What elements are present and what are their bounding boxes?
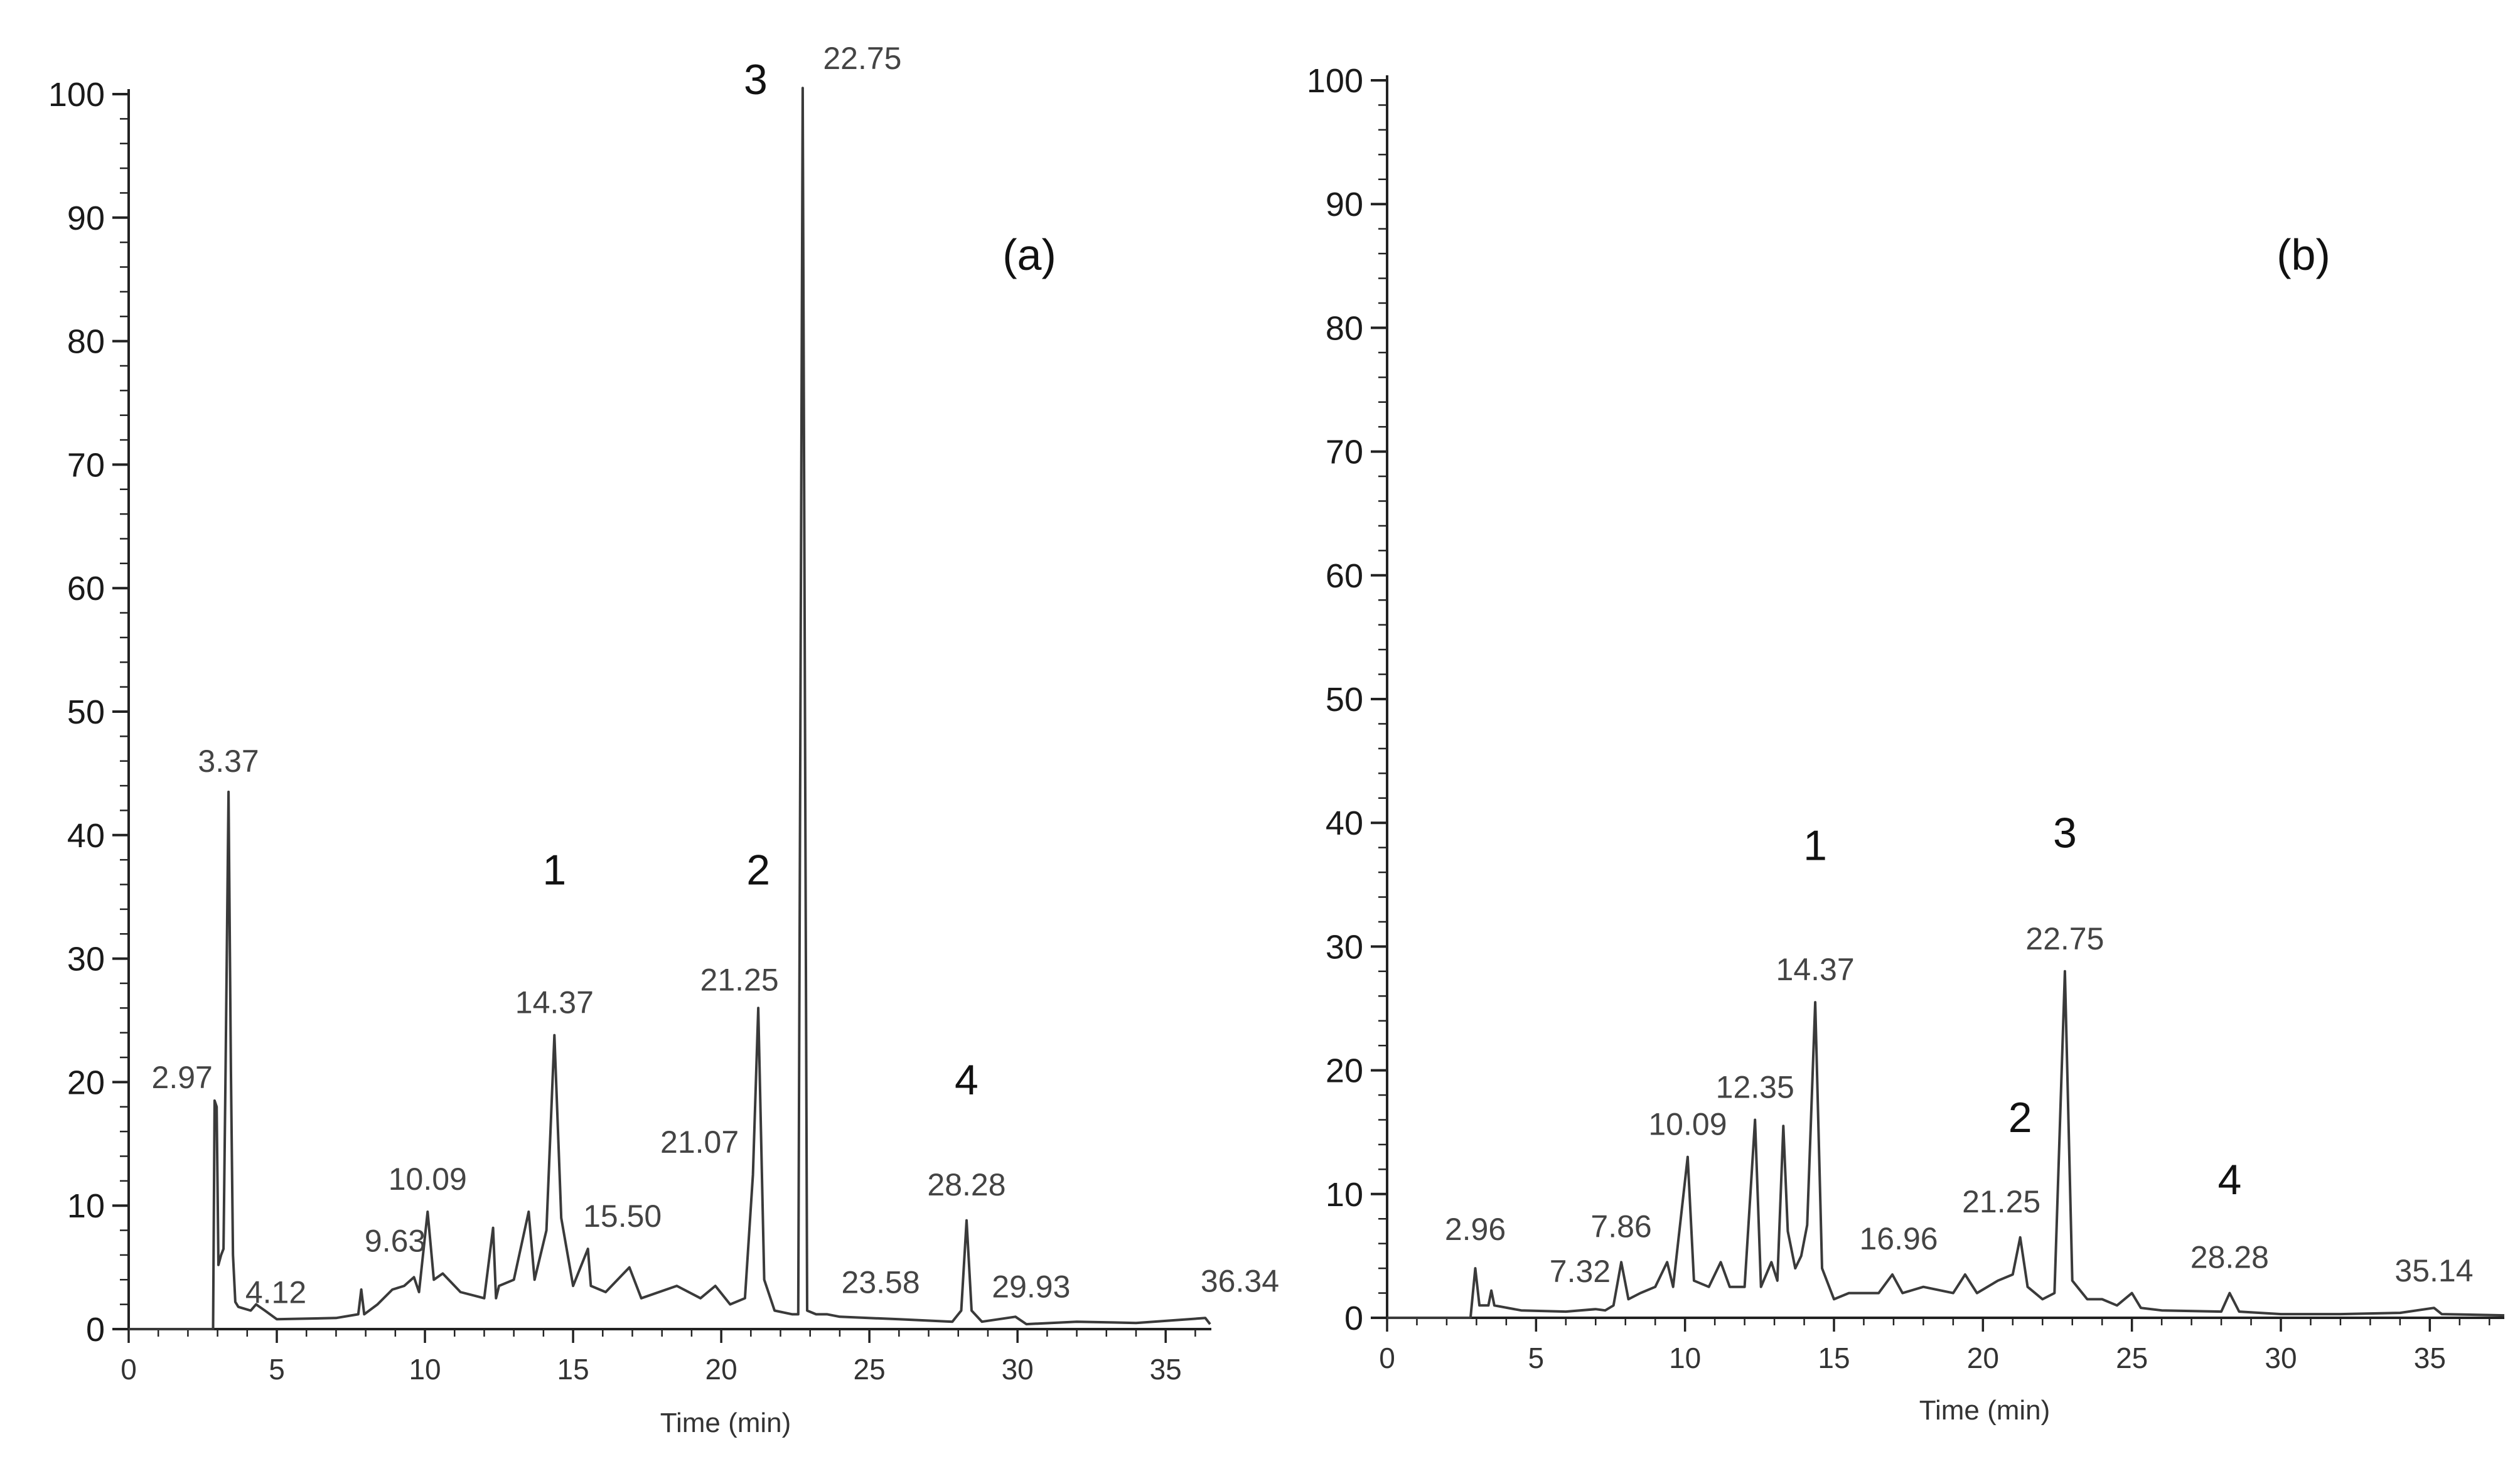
panel-b-x-tick-label: 10 — [1669, 1342, 1701, 1374]
panel-a-label: (a) — [1002, 230, 1056, 279]
panel-a-x-tick-label: 30 — [1002, 1353, 1034, 1386]
panel-b-compound-label: 3 — [2053, 810, 2077, 857]
chromatogram-panel-b: (b) Time (min) 0 10 20 30 40 50 60 70 80 90 100 0 5 1… — [1307, 62, 2505, 1426]
panel-b-peak-label: 7.32 — [1550, 1254, 1611, 1289]
panel-a-peak-label: 3.37 — [198, 744, 259, 779]
panel-b-compound-label: 2 — [2008, 1094, 2032, 1141]
panel-a-compound-label: 4 — [955, 1056, 979, 1104]
panel-a-peak-label: 21.07 — [660, 1125, 739, 1160]
panel-a-x-tick-label: 35 — [1150, 1353, 1182, 1386]
panel-b-peak-label: 28.28 — [2190, 1240, 2269, 1275]
panel-b-label: (b) — [2276, 230, 2330, 279]
panel-a-peak-label: 9.63 — [365, 1223, 426, 1258]
panel-a-y-tick-label: 40 — [67, 817, 105, 855]
panel-b-x-tick-label: 30 — [2265, 1342, 2297, 1374]
panel-a-y-tick-label: 100 — [48, 76, 105, 114]
panel-a-peak-label: 28.28 — [927, 1167, 1005, 1202]
panel-a-y-tick-label: 60 — [67, 570, 105, 607]
panel-a-peak-label: 23.58 — [842, 1264, 920, 1300]
panel-a-peak-label: 29.93 — [992, 1269, 1070, 1304]
panel-a-peak-label: 4.12 — [245, 1275, 306, 1310]
panel-b-x-tick-label: 20 — [1967, 1342, 1999, 1374]
panel-a-peak-label: 10.09 — [389, 1162, 467, 1197]
panel-b-y-tick-label: 90 — [1326, 186, 1363, 223]
panel-b-peak-label: 10.09 — [1648, 1107, 1727, 1142]
panel-b-compound-label: 1 — [1803, 821, 1827, 869]
panel-b-x-tick-label: 15 — [1818, 1342, 1850, 1374]
panel-b-y-tick-label: 70 — [1326, 434, 1363, 471]
panel-b-peak-label: 12.35 — [1716, 1069, 1794, 1104]
panel-b-peak-label: 22.75 — [2025, 921, 2104, 956]
panel-b-peak-label: 16.96 — [1859, 1221, 1938, 1256]
panel-a-peak-label: 2.97 — [152, 1060, 213, 1095]
panel-a-y-tick-label: 30 — [67, 941, 105, 978]
panel-b-compound-label: 4 — [2217, 1156, 2241, 1204]
panel-b-x-tick-label: 5 — [1528, 1342, 1545, 1374]
panel-a-y-tick-label: 20 — [67, 1064, 105, 1101]
panel-a-y-tick-label: 80 — [67, 323, 105, 361]
panel-b-y-tick-label: 50 — [1326, 681, 1363, 719]
panel-a-x-tick-label: 0 — [121, 1353, 137, 1386]
panel-b-peak-label: 7.86 — [1590, 1209, 1651, 1244]
panel-a-compound-label: 2 — [746, 847, 770, 894]
panel-a-x-tick-label: 10 — [409, 1353, 441, 1386]
panel-a-y-tick-label: 0 — [86, 1311, 105, 1349]
panel-b-x-tick-label: 35 — [2414, 1342, 2446, 1374]
panel-b-y-tick-label: 10 — [1326, 1176, 1363, 1214]
panel-a-peak-label: 14.37 — [515, 985, 594, 1020]
panel-b-x-axis-label: Time (min) — [1919, 1395, 2051, 1426]
panel-b-x-tick-label: 0 — [1379, 1342, 1395, 1374]
panel-a-y-tick-label: 10 — [67, 1187, 105, 1225]
panel-a-chromatogram-trace — [129, 87, 1211, 1330]
panel-a-y-tick-label: 90 — [67, 200, 105, 237]
panel-b-x-tick-label: 25 — [2116, 1342, 2148, 1374]
panel-a-x-tick-label: 5 — [269, 1353, 285, 1386]
panel-b-y-tick-label: 0 — [1344, 1300, 1363, 1337]
panel-a-x-tick-label: 20 — [705, 1353, 737, 1386]
panel-b-chromatogram-trace — [1387, 970, 2505, 1319]
panel-a-peak-label: 21.25 — [700, 962, 779, 997]
panel-a-x-tick-label: 25 — [854, 1353, 886, 1386]
panel-a-y-tick-label: 50 — [67, 693, 105, 731]
panel-b-peak-label: 14.37 — [1776, 952, 1855, 987]
panel-b-y-tick-label: 40 — [1326, 804, 1363, 842]
panel-b-peak-label: 35.14 — [2394, 1253, 2473, 1288]
panel-a-x-tick-label: 15 — [557, 1353, 589, 1386]
panel-b-y-tick-label: 100 — [1307, 62, 1363, 100]
chromatogram-panel-a: (a) Time (min) 0 10 20 30 40 50 60 70 80 90 100 0 5 1… — [48, 41, 1279, 1438]
panel-b-y-tick-label: 60 — [1326, 557, 1363, 595]
panel-b-peak-label: 21.25 — [1962, 1184, 2040, 1219]
panel-a-compound-label: 1 — [542, 847, 566, 894]
panel-a-peak-label: 15.50 — [583, 1199, 662, 1234]
panel-a-compound-label: 3 — [744, 56, 768, 104]
panel-a-y-tick-label: 70 — [67, 446, 105, 484]
panel-a-peak-label: 36.34 — [1201, 1263, 1279, 1298]
panel-b-peak-label: 2.96 — [1445, 1212, 1506, 1247]
panel-b-y-tick-label: 30 — [1326, 928, 1363, 966]
panel-a-x-axis-label: Time (min) — [660, 1408, 791, 1438]
panel-b-y-tick-label: 80 — [1326, 309, 1363, 347]
panel-a-peak-label: 22.75 — [823, 41, 901, 76]
panel-b-y-tick-label: 20 — [1326, 1052, 1363, 1090]
